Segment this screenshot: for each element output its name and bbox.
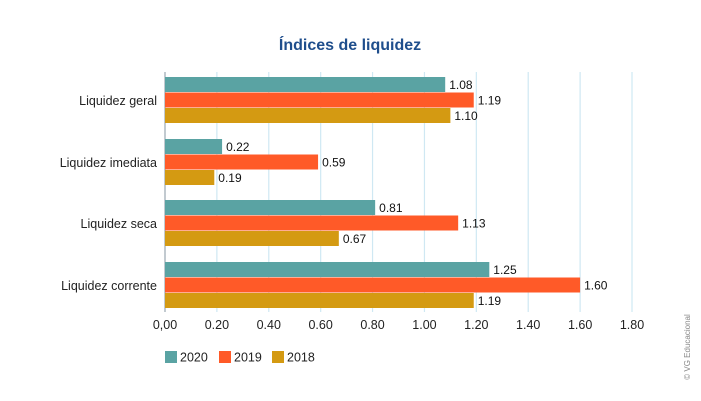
bar-2018 — [165, 293, 474, 308]
bar-2019 — [165, 215, 459, 231]
category-label: Liquidez corrente — [61, 279, 157, 293]
data-label: 1.08 — [449, 78, 473, 92]
legend-label: 2020 — [180, 351, 208, 365]
x-tick-label: 0.20 — [205, 318, 229, 332]
data-label: 1.25 — [493, 263, 517, 277]
data-label: 1.13 — [462, 216, 486, 230]
bar-2019 — [165, 154, 319, 170]
x-tick-label: 0.80 — [360, 318, 384, 332]
data-label: 1.10 — [454, 109, 478, 123]
chart-title: Índices de liquidez — [279, 35, 421, 54]
category-label: Liquidez imediata — [60, 156, 157, 170]
x-tick-label: 1.80 — [620, 318, 644, 332]
legend-swatch-2018 — [272, 351, 284, 363]
x-tick-labels: 0,00 0.20 0.40 0.60 0.80 1.00 1.20 1.40 1.60 1.80 — [153, 318, 644, 332]
data-labels: 1.081.191.100.220.590.190.811.130.671.25… — [218, 78, 607, 308]
category-label: Liquidez geral — [79, 94, 157, 108]
category-labels: Liquidez geral Liquidez imediata Liquidez … — [60, 94, 157, 293]
bar-2020 — [165, 77, 446, 92]
credit-text: © VG Educacional — [683, 314, 692, 380]
legend-swatch-2019 — [219, 351, 231, 363]
data-label: 0.22 — [226, 140, 250, 154]
bar-2018 — [165, 231, 339, 246]
bar-2020 — [165, 200, 376, 215]
x-tick-label: 1.00 — [412, 318, 436, 332]
data-label: 0.59 — [322, 155, 346, 169]
x-tick-label: 0.40 — [257, 318, 281, 332]
category-label: Liquidez seca — [81, 217, 157, 231]
bar-2018 — [165, 170, 215, 185]
data-label: 0.19 — [218, 171, 242, 185]
bar-2019 — [165, 92, 474, 108]
legend-label: 2018 — [287, 351, 315, 365]
x-tick-label: 0.60 — [308, 318, 332, 332]
legend: 2020 2019 2018 — [165, 351, 315, 365]
bars — [165, 77, 581, 308]
bar-2020 — [165, 139, 223, 154]
bar-2018 — [165, 108, 451, 123]
bar-2019 — [165, 277, 581, 293]
legend-swatch-2020 — [165, 351, 177, 363]
bar-2020 — [165, 262, 490, 277]
data-label: 0.81 — [379, 201, 403, 215]
data-label: 1.19 — [478, 294, 502, 308]
data-label: 0.67 — [343, 232, 367, 246]
x-tick-label: 1.20 — [464, 318, 488, 332]
x-tick-label: 0,00 — [153, 318, 177, 332]
data-label: 1.60 — [584, 278, 608, 292]
x-tick-label: 1.40 — [516, 318, 540, 332]
legend-label: 2019 — [234, 351, 262, 365]
data-label: 1.19 — [478, 93, 502, 107]
x-tick-label: 1.60 — [568, 318, 592, 332]
